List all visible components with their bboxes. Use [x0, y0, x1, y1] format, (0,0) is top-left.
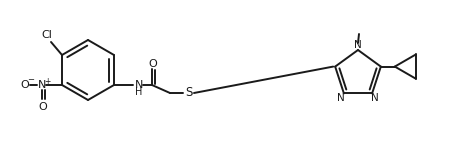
Text: H: H — [135, 87, 143, 97]
Text: N: N — [337, 93, 345, 103]
Text: N: N — [135, 80, 143, 90]
Text: N: N — [354, 40, 362, 50]
Text: O: O — [149, 59, 158, 69]
Text: −: − — [27, 75, 34, 85]
Text: S: S — [185, 87, 192, 100]
Text: O: O — [39, 102, 48, 112]
Text: O: O — [21, 80, 29, 90]
Text: N: N — [371, 93, 379, 103]
Text: N: N — [38, 80, 46, 90]
Text: Cl: Cl — [41, 30, 53, 40]
Text: +: + — [44, 76, 50, 86]
